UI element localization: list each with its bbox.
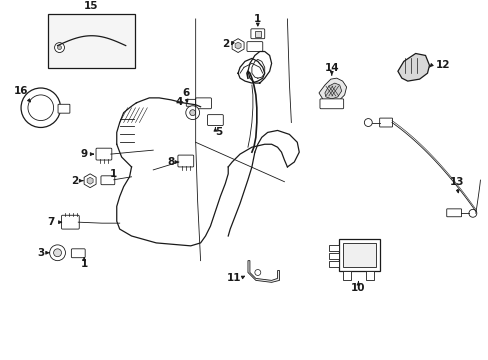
Polygon shape	[235, 42, 241, 49]
Polygon shape	[318, 78, 346, 103]
Polygon shape	[84, 174, 96, 188]
FancyBboxPatch shape	[319, 99, 343, 109]
Bar	[328, 261, 338, 266]
Text: 14: 14	[324, 63, 338, 73]
Text: 9: 9	[81, 149, 87, 159]
FancyBboxPatch shape	[246, 42, 262, 51]
Text: 7: 7	[47, 217, 54, 227]
FancyBboxPatch shape	[250, 29, 264, 39]
Text: 13: 13	[449, 177, 464, 187]
Text: 8: 8	[167, 157, 174, 167]
Bar	[338, 239, 379, 270]
Bar	[48, 14, 134, 68]
FancyBboxPatch shape	[96, 148, 112, 160]
Text: 11: 11	[226, 273, 241, 283]
Polygon shape	[397, 54, 428, 81]
Text: 3: 3	[37, 248, 44, 258]
Circle shape	[21, 88, 61, 127]
Circle shape	[55, 42, 64, 53]
FancyBboxPatch shape	[446, 209, 461, 217]
Text: 16: 16	[14, 86, 28, 96]
FancyBboxPatch shape	[71, 249, 85, 258]
Text: 10: 10	[350, 283, 365, 293]
FancyBboxPatch shape	[379, 118, 392, 127]
Polygon shape	[247, 261, 279, 282]
FancyBboxPatch shape	[61, 215, 79, 229]
Bar	[328, 253, 338, 259]
Text: 2: 2	[71, 176, 78, 186]
FancyBboxPatch shape	[207, 114, 223, 126]
Text: 12: 12	[434, 60, 449, 70]
Polygon shape	[232, 39, 244, 53]
Bar	[342, 243, 375, 266]
Bar	[254, 31, 260, 37]
Circle shape	[50, 245, 65, 261]
FancyBboxPatch shape	[178, 155, 193, 167]
Text: 15: 15	[83, 1, 98, 11]
Polygon shape	[87, 177, 93, 184]
Circle shape	[185, 106, 199, 120]
Circle shape	[58, 46, 61, 50]
Bar	[342, 270, 350, 280]
Text: 4: 4	[175, 97, 182, 107]
Text: 6: 6	[182, 88, 189, 98]
Circle shape	[54, 249, 61, 257]
Polygon shape	[324, 83, 341, 99]
Circle shape	[189, 110, 195, 116]
FancyBboxPatch shape	[101, 176, 115, 185]
Text: 5: 5	[214, 127, 222, 138]
Text: 1: 1	[81, 258, 88, 269]
Text: 2: 2	[221, 39, 228, 49]
Bar	[328, 245, 338, 251]
Text: 1: 1	[254, 14, 261, 24]
FancyBboxPatch shape	[195, 98, 211, 109]
FancyBboxPatch shape	[186, 99, 196, 106]
Circle shape	[364, 118, 371, 126]
FancyBboxPatch shape	[58, 104, 70, 113]
Circle shape	[254, 270, 260, 275]
Circle shape	[468, 210, 476, 217]
Text: 1: 1	[110, 169, 117, 179]
Bar	[366, 270, 373, 280]
Circle shape	[28, 95, 54, 121]
